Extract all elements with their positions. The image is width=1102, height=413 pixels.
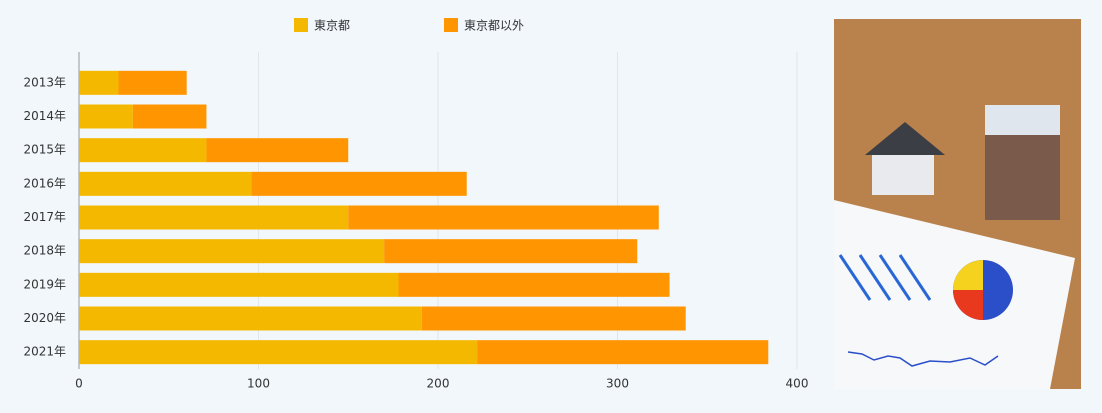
- y-tick-label: 2016年: [23, 176, 66, 190]
- x-tick-label: 100: [247, 377, 270, 391]
- bar-segment: [79, 171, 252, 196]
- legend-swatch: [444, 18, 458, 32]
- bar-segment: [348, 205, 659, 230]
- bar-segment: [79, 138, 207, 163]
- bar-segment: [132, 104, 207, 129]
- legend-label: 東京都: [314, 19, 350, 33]
- y-tick-label: 2015年: [23, 143, 66, 157]
- bar-segment: [79, 239, 385, 264]
- bar-segment: [79, 340, 478, 365]
- bar-segment: [79, 70, 119, 95]
- bar-segment: [118, 70, 187, 95]
- y-tick-label: 2018年: [23, 244, 66, 258]
- y-tick-label: 2013年: [23, 75, 66, 89]
- bar-segment: [421, 306, 686, 331]
- bar-segment: [79, 272, 399, 297]
- legend-swatch: [294, 18, 308, 32]
- bar-segment: [79, 104, 133, 129]
- y-tick-label: 2019年: [23, 277, 66, 291]
- bar-segment: [384, 239, 638, 264]
- bar-segment: [477, 340, 769, 365]
- y-tick-label: 2020年: [23, 311, 66, 325]
- y-tick-label: 2014年: [23, 109, 66, 123]
- bar-segment: [79, 306, 422, 331]
- y-tick-label: 2017年: [23, 210, 66, 224]
- y-tick-label: 2021年: [23, 345, 66, 359]
- photo: [834, 19, 1081, 389]
- x-tick-label: 300: [606, 377, 629, 391]
- bar-segment: [206, 138, 349, 163]
- x-tick-label: 0: [75, 377, 83, 391]
- bar-segment: [79, 205, 349, 230]
- bar-segment: [251, 171, 467, 196]
- bar-segment: [398, 272, 670, 297]
- x-tick-label: 400: [786, 377, 809, 391]
- legend-label: 東京都以外: [464, 19, 524, 33]
- x-tick-label: 200: [427, 377, 450, 391]
